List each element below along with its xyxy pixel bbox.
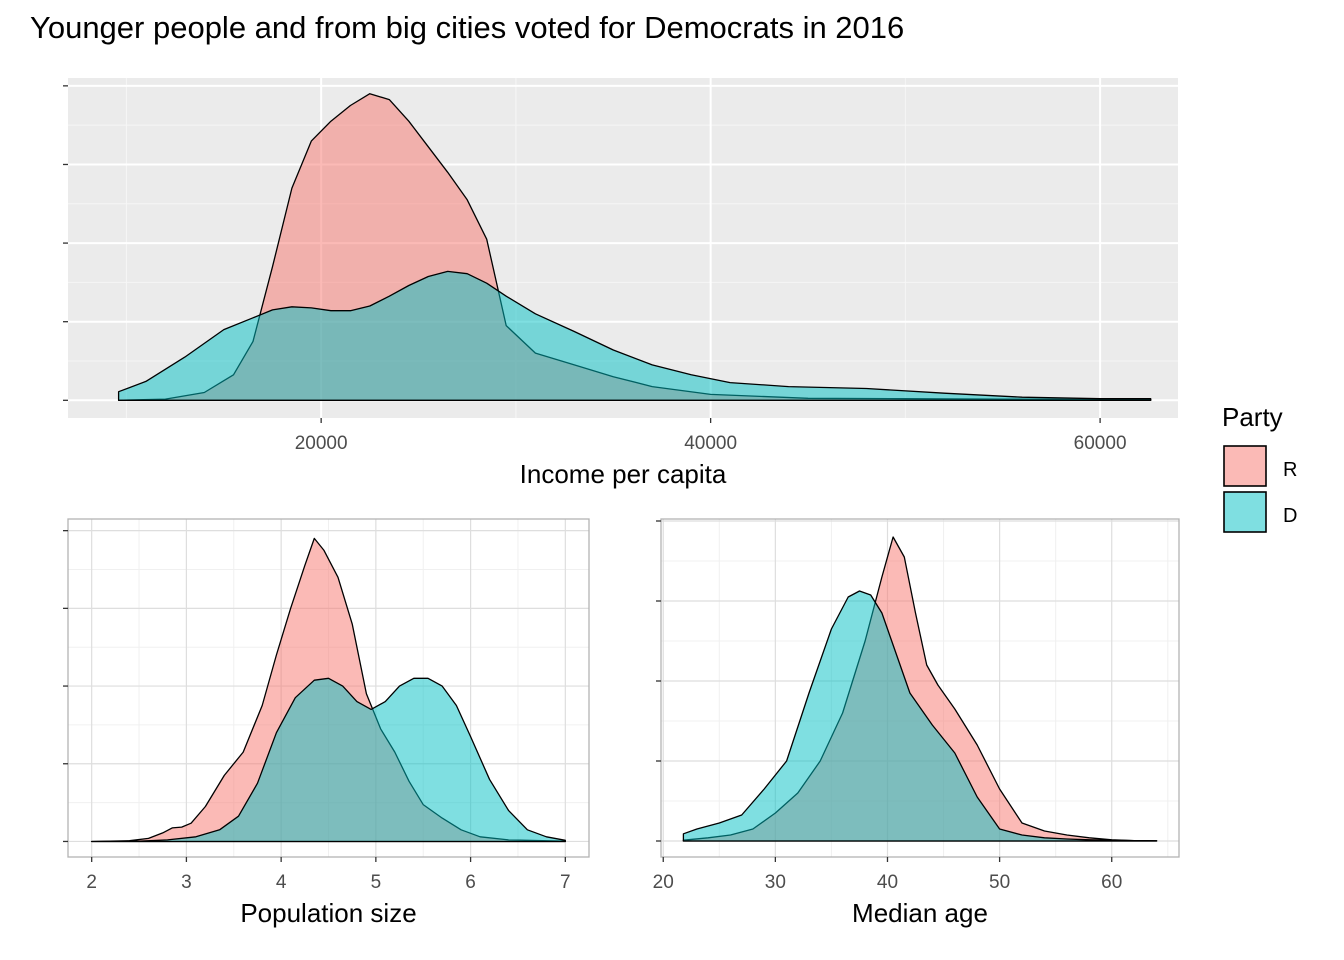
population-panel-border — [67, 518, 590, 858]
population-x-tick-label: 6 — [465, 872, 476, 893]
median-age-x-tick-label: 30 — [765, 872, 786, 893]
median-age-x-tick-label: 50 — [989, 872, 1010, 893]
population-x-axis-title: Population size — [240, 898, 416, 928]
income-x-tick-label: 60000 — [1074, 433, 1127, 454]
median-age-density-d — [682, 590, 1158, 842]
median-age-x-tick-label: 20 — [653, 872, 674, 893]
legend-key-d — [1223, 491, 1267, 533]
legend-label-d: D — [1283, 505, 1297, 527]
population-density-d — [91, 677, 566, 843]
legend: Party R D — [1222, 402, 1297, 533]
income-density-d — [117, 270, 1152, 401]
income-x-axis-title: Income per capita — [520, 459, 727, 489]
population-x-tick-label: 4 — [276, 872, 287, 893]
median-age-x-axis-title: Median age — [852, 898, 988, 928]
legend-key-r — [1223, 445, 1267, 487]
income-x-tick-label: 40000 — [684, 433, 737, 454]
population-density-panel: 2 3 4 5 6 7 Population size — [63, 518, 590, 928]
population-x-tick-label: 2 — [86, 872, 97, 893]
median-age-x-tick-label: 40 — [877, 872, 898, 893]
income-x-tick-label: 20000 — [295, 433, 348, 454]
income-density-panel: 20000 40000 60000 Income per capita — [63, 78, 1178, 489]
population-x-tick-label: 3 — [181, 872, 192, 893]
legend-title: Party — [1222, 402, 1283, 432]
population-x-tick-label: 5 — [371, 872, 382, 893]
median-age-panel-border — [660, 518, 1180, 858]
chart-title: Younger people and from big cities voted… — [30, 10, 905, 45]
median-age-density-panel: 20 30 40 50 60 Median age — [653, 518, 1180, 928]
legend-label-r: R — [1283, 459, 1297, 481]
population-x-tick-label: 7 — [560, 872, 571, 893]
median-age-x-tick-label: 60 — [1101, 872, 1122, 893]
